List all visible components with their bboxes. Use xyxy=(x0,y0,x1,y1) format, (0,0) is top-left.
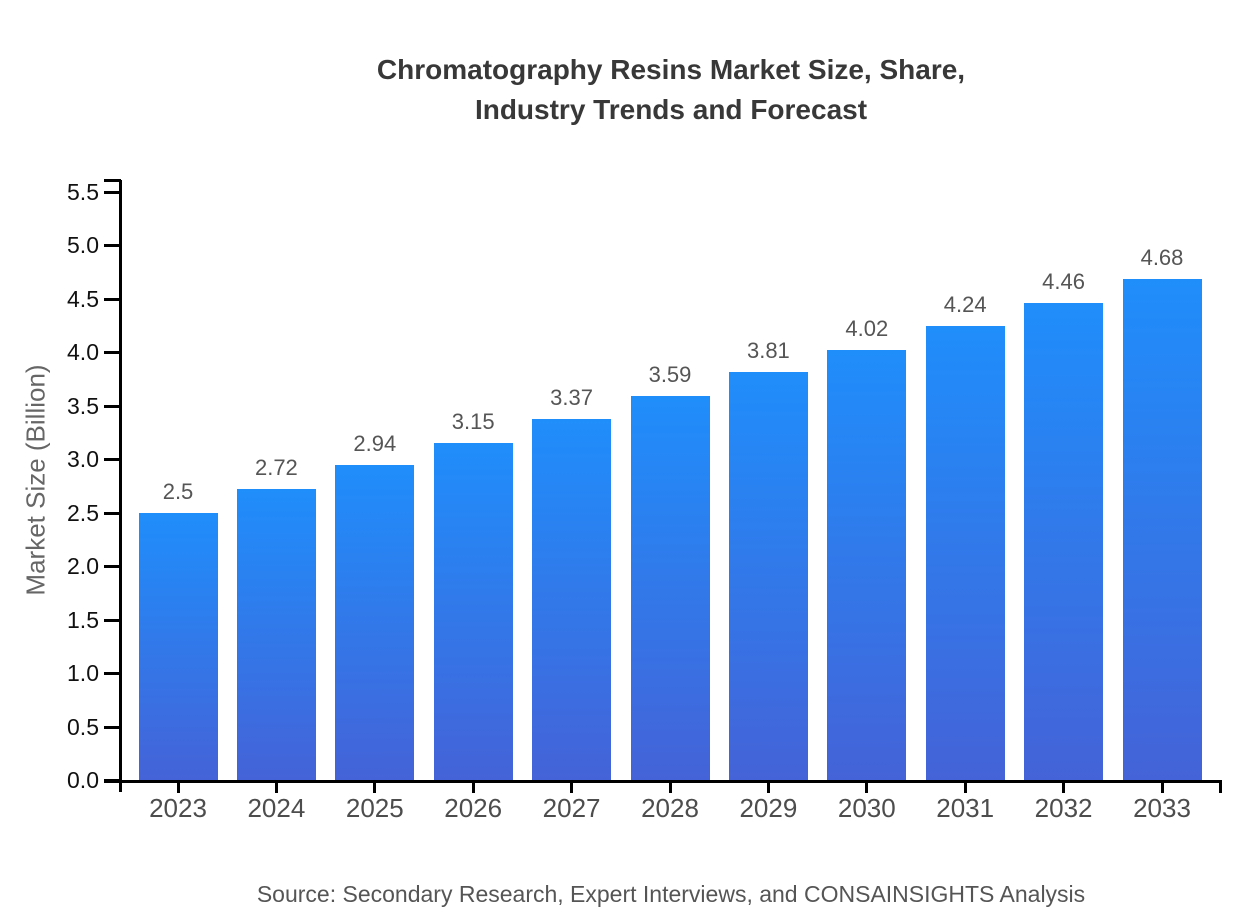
y-tick-label: 4.0 xyxy=(67,339,99,365)
bar xyxy=(728,372,808,780)
bar xyxy=(827,349,907,780)
chart-title: Chromatography Resins Market Size, Share… xyxy=(377,50,965,130)
y-tick-label: 0.0 xyxy=(67,767,99,793)
y-tick xyxy=(104,565,121,568)
bar-value-label: 2.94 xyxy=(353,431,397,457)
bar-value-label: 4.68 xyxy=(1140,245,1184,271)
y-tick-label: 3.5 xyxy=(67,392,99,419)
bar-value-label: 3.15 xyxy=(451,408,495,434)
y-tick xyxy=(104,244,121,247)
bar xyxy=(1122,279,1202,780)
bar xyxy=(1024,302,1104,780)
y-tick xyxy=(104,351,121,354)
x-tick xyxy=(570,780,574,793)
y-tick xyxy=(104,190,121,194)
y-tick xyxy=(104,297,121,301)
y-tick xyxy=(104,618,121,622)
y-tick xyxy=(104,404,121,408)
y-tick-label: 4.5 xyxy=(67,285,99,312)
y-axis-end-cap-icon xyxy=(104,179,121,182)
y-tick-label: 1.0 xyxy=(67,660,99,686)
y-axis-line xyxy=(119,180,122,792)
x-tick-label: 2025 xyxy=(345,793,404,823)
bar-value-label: 3.59 xyxy=(648,361,692,387)
bar-value-label: 2.5 xyxy=(162,478,194,504)
x-tick xyxy=(1062,780,1066,793)
chart-title-line1: Chromatography Resins Market Size, Share… xyxy=(376,54,966,85)
x-tick xyxy=(176,780,180,793)
bar-value-label: 2.72 xyxy=(254,454,298,480)
y-tick xyxy=(104,458,121,461)
chart-title-line2: Industry Trends and Forecast xyxy=(474,94,868,125)
x-tick-label: 2027 xyxy=(542,793,601,823)
x-tick-label: 2030 xyxy=(837,793,896,823)
bar xyxy=(925,326,1005,780)
y-tick xyxy=(104,511,121,515)
x-tick xyxy=(1160,780,1164,793)
x-tick xyxy=(373,780,377,793)
x-tick xyxy=(668,780,672,793)
bar xyxy=(532,419,612,780)
bar xyxy=(335,465,415,780)
x-tick-label: 2033 xyxy=(1133,793,1191,823)
y-tick xyxy=(104,779,121,782)
y-tick-label: 5.0 xyxy=(67,232,99,258)
bar xyxy=(138,512,218,780)
x-tick-label: 2029 xyxy=(739,793,798,823)
y-tick-label: 2.5 xyxy=(67,499,99,526)
bar xyxy=(433,442,513,780)
x-tick xyxy=(274,780,278,793)
x-tick-label: 2026 xyxy=(444,793,503,823)
x-tick-label: 2024 xyxy=(247,793,306,823)
bar xyxy=(236,488,316,780)
x-axis-end-cap-icon xyxy=(1219,780,1222,793)
x-tick-label: 2031 xyxy=(936,793,995,823)
x-tick xyxy=(865,780,869,793)
bar-value-label: 3.37 xyxy=(550,385,593,411)
x-tick-label: 2032 xyxy=(1034,793,1093,823)
x-tick-label: 2028 xyxy=(641,793,699,823)
bar-value-label: 3.81 xyxy=(746,338,790,364)
y-tick-label: 5.5 xyxy=(67,178,99,205)
bar xyxy=(630,395,710,780)
y-tick-label: 1.5 xyxy=(67,606,99,633)
x-axis-line xyxy=(104,780,1222,783)
x-tick xyxy=(766,780,770,793)
bar-value-label: 4.02 xyxy=(845,315,889,341)
y-tick-label: 0.5 xyxy=(67,713,99,740)
x-tick-label: 2023 xyxy=(149,793,207,823)
y-tick-label: 3.0 xyxy=(67,446,99,472)
y-tick xyxy=(104,725,121,729)
x-tick xyxy=(471,780,475,793)
x-tick xyxy=(963,780,967,793)
source-attribution: Source: Secondary Research, Expert Inter… xyxy=(256,881,1086,907)
bar-value-label: 4.24 xyxy=(943,292,987,318)
bar-value-label: 4.46 xyxy=(1042,268,1085,294)
y-tick-label: 2.0 xyxy=(67,553,99,579)
y-tick xyxy=(104,672,121,675)
